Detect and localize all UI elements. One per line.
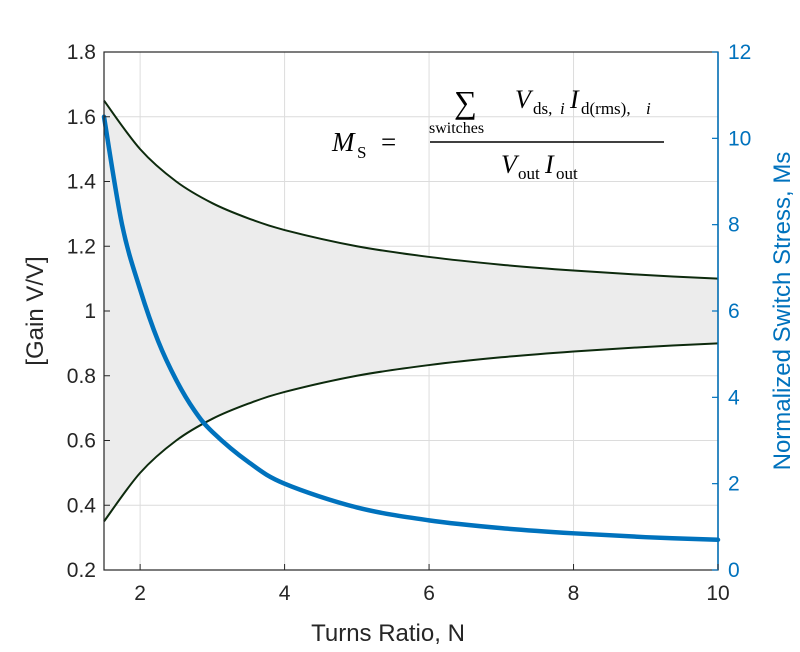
y-left-tick-label: 1 [84,300,96,323]
formula-v-sub: ds, [533,99,552,118]
formula-den-v-sub: out [518,164,540,183]
x-axis-label: Turns Ratio, N [311,620,465,647]
formula-annotation: M S = ∑ switches V ds, i I d(rms), i V o… [331,84,664,183]
y-left-tick-label: 0.2 [67,559,96,582]
x-tick-label: 8 [568,582,580,605]
y-left-tick-label: 0.8 [67,365,96,388]
y-right-tick-label: 10 [728,127,751,150]
formula-i: I [569,85,580,114]
y-left-tick-label: 1.4 [67,171,97,194]
y-left-tick-label: 0.4 [67,494,97,517]
x-tick-label: 2 [134,582,146,605]
y-right-tick-label: 4 [728,386,740,409]
formula-i-sub: d(rms), [581,99,631,118]
formula-v: V [515,85,534,114]
y-right-tick-label: 2 [728,473,740,496]
series-line-gain-lower [103,342,719,523]
y-left-tick-label: 1.8 [67,41,96,64]
y-right-tick-label: 6 [728,300,740,323]
y-right-tick-label: 8 [728,214,740,237]
y-right-tick-label: 12 [728,41,751,64]
formula-den-v: V [501,150,520,179]
y-axis-left-label: [Gain V/V] [22,256,49,365]
x-tick-label: 10 [706,582,729,605]
series-line-gain-upper [103,99,719,280]
ticks: 2 4 6 8 10 0.2 0.4 0.6 0.8 1 1.2 1.4 1.6 1.8 0 2 4 6 8 10 12 [67,41,752,605]
formula-sum-sub: switches [429,120,484,137]
formula-sum: ∑ [454,84,477,120]
y-left-tick-label: 1.6 [67,106,96,129]
y-right-tick-label: 0 [728,559,740,582]
formula-den-i: I [544,150,555,179]
formula-equals: = [381,127,396,157]
series-line-switch-stress [101,114,721,543]
formula-lhs: M [331,127,356,157]
formula-v-sub-i: i [560,99,565,118]
formula-den-i-sub: out [556,164,578,183]
x-tick-label: 4 [279,582,291,605]
y-axis-right-label: Normalized Switch Stress, Ms [769,152,796,471]
x-tick-label: 6 [423,582,435,605]
formula-i-sub-i: i [646,99,651,118]
y-left-tick-label: 0.6 [67,430,96,453]
series [101,99,721,543]
y-left-tick-label: 1.2 [67,235,96,258]
gain-band-fill [104,100,718,522]
formula-lhs-sub: S [357,143,366,162]
